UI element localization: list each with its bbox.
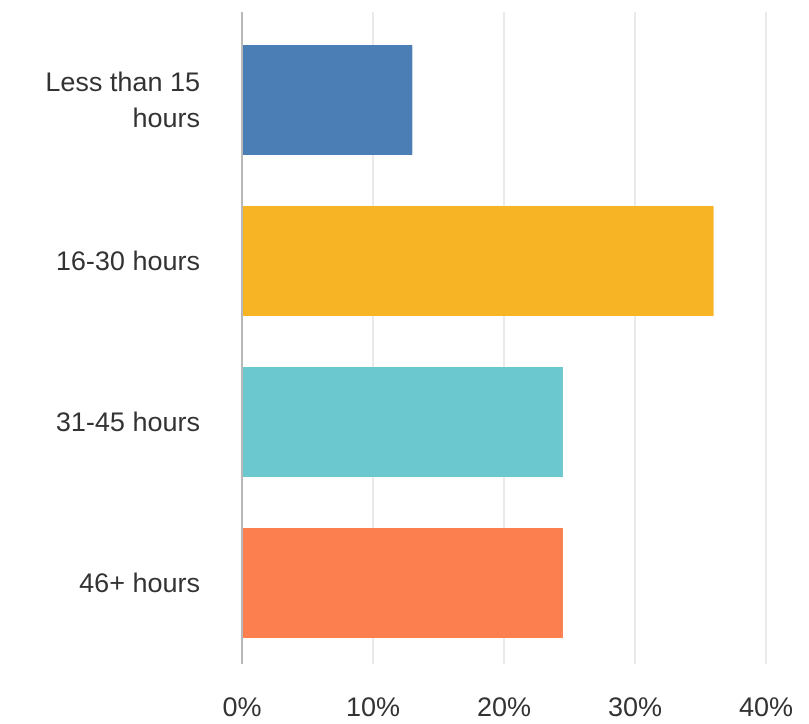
bars [242,45,714,638]
x-tick-label-3: 30% [608,692,662,722]
x-tick-label-4: 40% [739,692,793,722]
category-label-0: Less than 15 hours [45,67,200,133]
bar-0 [242,45,413,155]
bar-2 [242,367,563,477]
x-tick-label-0: 0% [222,692,261,722]
bar-1 [242,206,714,316]
category-label-2: 31-45 hours [56,407,200,437]
x-tick-label-2: 20% [477,692,531,722]
x-tick-label-1: 10% [346,692,400,722]
category-label-1: 16-30 hours [56,246,200,276]
category-labels: Less than 15 hours 16-30 hours 31-45 hours 4… [45,67,200,598]
category-label-3: 46+ hours [79,568,200,598]
bar-3 [242,528,563,638]
x-tick-labels: 0% 10% 20% 30% 40% [222,692,793,722]
